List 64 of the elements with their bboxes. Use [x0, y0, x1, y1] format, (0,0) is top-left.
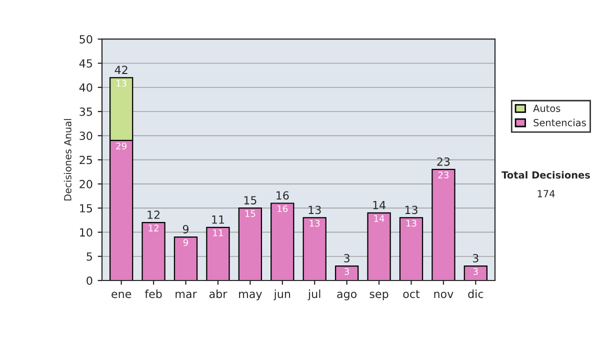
bar: [367, 212, 391, 280]
total-label: 23: [437, 157, 450, 166]
total-label: 12: [148, 210, 160, 219]
y-tick-label: 45: [79, 59, 92, 68]
bar: [432, 168, 456, 280]
bar: [142, 222, 166, 280]
total-label: 9: [182, 225, 189, 234]
y-tick-label: 10: [80, 228, 92, 237]
x-tick-label: nov: [434, 292, 454, 298]
total-label: 15: [244, 196, 256, 204]
legend-label: Autos: [533, 104, 560, 112]
data-label: 15: [245, 210, 256, 217]
x-tick-label: oct: [403, 290, 420, 298]
total-label: 14: [373, 201, 386, 210]
total-label: 13: [308, 206, 321, 214]
bar: [174, 236, 198, 280]
x-tick-label: jun: [274, 290, 290, 300]
data-label: 23: [438, 172, 448, 178]
y-tick-label: 35: [80, 107, 92, 116]
text: 174: [538, 190, 555, 198]
bar: [334, 265, 359, 280]
total-label: 3: [472, 254, 478, 262]
y-tick-label: 20: [80, 180, 92, 188]
data-label: 13: [406, 220, 416, 227]
x-tick-label: may: [239, 292, 262, 300]
data-label: 29: [116, 142, 126, 150]
x-tick-label: feb: [144, 290, 162, 298]
bar: [399, 217, 424, 280]
x-tick-label: mar: [176, 292, 197, 298]
y-tick-label: 50: [80, 35, 92, 44]
y-tick-label: 5: [86, 252, 92, 261]
data-label: 13: [310, 220, 320, 227]
y-tick-label: 0: [86, 276, 92, 285]
bar: [302, 217, 326, 280]
text: Total Decisiones: [502, 171, 590, 179]
total-label: 3: [344, 254, 350, 262]
data-label: 3: [344, 268, 349, 275]
x-tick-label: ene: [112, 292, 132, 298]
data-label: 12: [148, 224, 158, 232]
y-tick-label: 40: [79, 83, 92, 92]
data-label: 16: [278, 205, 288, 212]
total-label: 16: [276, 191, 289, 200]
data-label: 3: [473, 268, 478, 275]
y-axis-title: Decisiones Anual: [64, 119, 72, 200]
y-tick-label: 25: [80, 156, 92, 164]
legend-label: Sentencias: [534, 118, 586, 126]
x-tick-label: abr: [209, 290, 228, 298]
x-tick-label: sep: [370, 292, 388, 300]
bar: [206, 226, 230, 280]
total-label: 11: [212, 216, 224, 224]
total-label: 13: [405, 206, 418, 214]
x-tick-label: jul: [308, 290, 320, 300]
data-label: 11: [213, 230, 223, 236]
bar: [270, 202, 294, 280]
data-label: 13: [116, 80, 126, 87]
data-label: 9: [183, 239, 188, 246]
bar: [238, 208, 262, 280]
y-tick-label: 15: [80, 204, 92, 212]
y-tick-label: 30: [80, 132, 92, 140]
bar: [464, 265, 488, 280]
x-tick-label: dic: [468, 290, 484, 298]
data-label: 14: [374, 215, 384, 222]
total-label: 42: [114, 66, 128, 74]
x-tick-label: ago: [337, 292, 357, 300]
